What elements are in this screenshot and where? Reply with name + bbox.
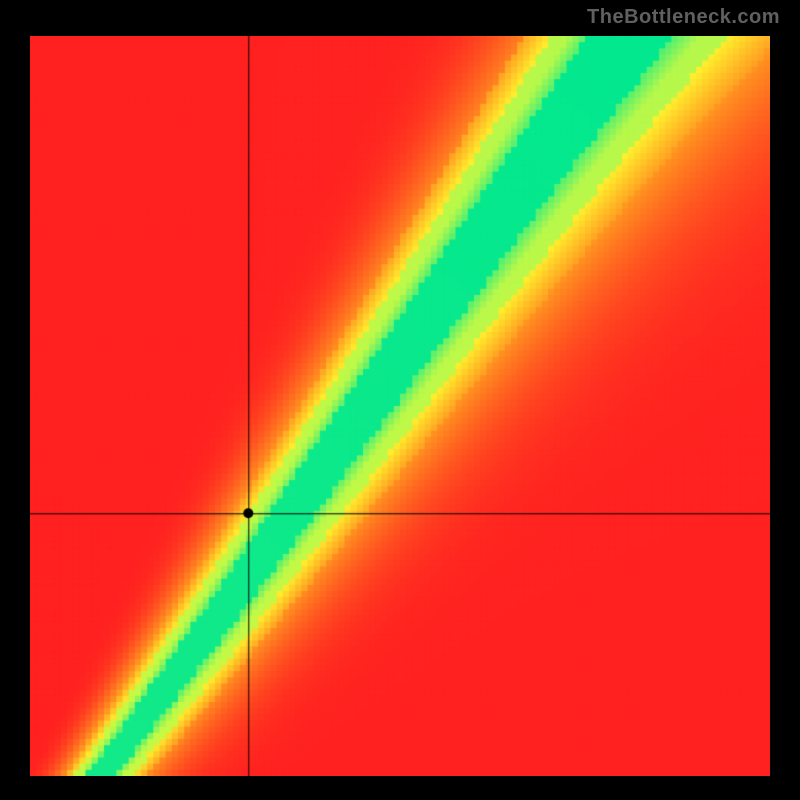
watermark-text: TheBottleneck.com [587, 6, 780, 29]
chart-container: TheBottleneck.com [0, 0, 800, 800]
bottleneck-heatmap [30, 36, 770, 776]
